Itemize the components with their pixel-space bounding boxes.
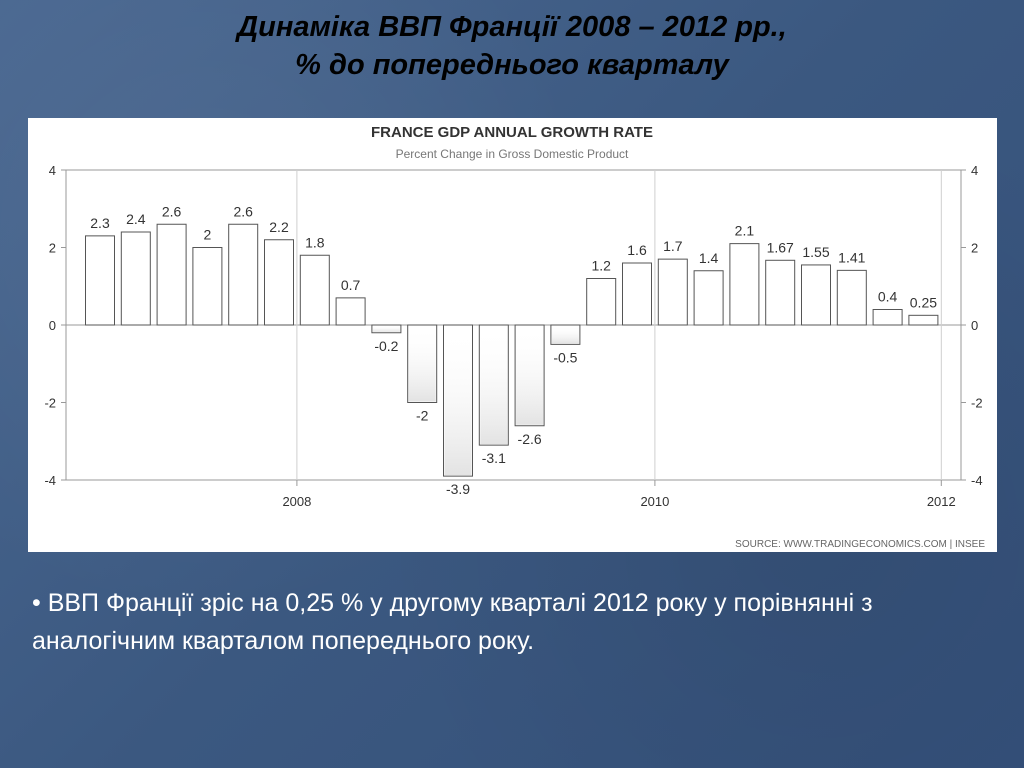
bar-data-label: 2.3	[90, 215, 110, 231]
bar-data-label: -2	[416, 408, 429, 424]
bar	[908, 314, 939, 326]
chart-title: FRANCE GDP ANNUAL GROWTH RATE	[371, 124, 653, 141]
bar	[801, 264, 831, 326]
bar	[299, 254, 330, 326]
bar-data-label: 1.55	[802, 244, 829, 260]
x-tick-label: 2012	[927, 494, 956, 509]
bar-shade	[551, 326, 579, 344]
bar-data-label: 1.8	[305, 234, 325, 250]
bar	[729, 243, 760, 326]
bar-data-label: 2.2	[269, 219, 289, 235]
bar-data-label: -3.9	[446, 481, 470, 497]
bar	[622, 262, 652, 326]
bar-data-label: -3.1	[482, 450, 506, 466]
bar-shade	[480, 326, 508, 445]
bar-data-label: 0.7	[341, 277, 361, 293]
chart-subtitle: Percent Change in Gross Domestic Product	[396, 147, 629, 161]
bar-data-label: 2.1	[735, 223, 755, 239]
bar-data-label: 2.6	[233, 203, 253, 219]
bar	[156, 223, 187, 326]
y-tick-label-right: -2	[971, 396, 983, 411]
bar	[836, 269, 867, 326]
bar-shade	[516, 326, 544, 425]
bar	[264, 239, 294, 326]
y-tick-label-left: -4	[44, 473, 56, 488]
y-tick-label-right: 2	[971, 241, 978, 256]
chart-source: SOURCE: WWW.TRADINGECONOMICS.COM | INSEE	[735, 539, 985, 550]
bar-data-label: -0.2	[374, 338, 398, 354]
y-tick-label-right: 4	[971, 163, 978, 178]
bar-data-label: 1.67	[767, 239, 794, 255]
bar-data-label: -2.6	[518, 431, 542, 447]
bar	[765, 259, 796, 326]
bar-data-label: 0.25	[910, 294, 937, 310]
bar-shade	[372, 326, 400, 332]
x-tick-label: 2010	[640, 494, 669, 509]
bar	[586, 278, 617, 326]
bar	[872, 309, 903, 326]
bar-shade	[408, 326, 436, 402]
bar	[657, 258, 688, 326]
bar-data-label: 2.6	[162, 203, 182, 219]
slide-title: Динаміка ВВП Франції 2008 – 2012 рр., % …	[0, 8, 1024, 84]
bar-data-label: 1.6	[627, 242, 647, 258]
bar	[192, 247, 223, 326]
chart-panel: FRANCE GDP ANNUAL GROWTH RATE Percent Ch…	[28, 118, 997, 552]
y-tick-label-right: 0	[971, 318, 978, 333]
y-tick-label-left: -2	[44, 396, 56, 411]
bar-data-label: 1.4	[699, 250, 719, 266]
bar-data-label: 1.41	[838, 249, 865, 265]
bar-data-label: 0.4	[878, 289, 898, 305]
y-tick-label-left: 4	[49, 163, 56, 178]
y-tick-label-left: 0	[49, 318, 56, 333]
bar-data-label: 1.2	[591, 258, 611, 274]
y-tick-label-right: -4	[971, 473, 983, 488]
slide-title-line-1: Динаміка ВВП Франції 2008 – 2012 рр.,	[237, 11, 787, 43]
bar	[85, 235, 115, 326]
y-tick-label-left: 2	[49, 241, 56, 256]
bar	[335, 297, 366, 326]
bar-shade	[444, 326, 472, 476]
bar	[693, 270, 724, 326]
bullet-text: • ВВП Франції зріс на 0,25 % у другому к…	[32, 589, 873, 655]
slide-title-line-2: % до попереднього кварталу	[295, 49, 729, 81]
bar-data-label: 1.7	[663, 238, 683, 254]
bar-data-label: -0.5	[553, 349, 577, 365]
bar-data-label: 2	[204, 227, 212, 243]
bar	[120, 231, 151, 326]
bar-data-label: 2.4	[126, 211, 146, 227]
bar	[228, 223, 259, 326]
x-tick-label: 2008	[282, 494, 311, 509]
gdp-bar-chart: FRANCE GDP ANNUAL GROWTH RATE Percent Ch…	[44, 124, 985, 550]
